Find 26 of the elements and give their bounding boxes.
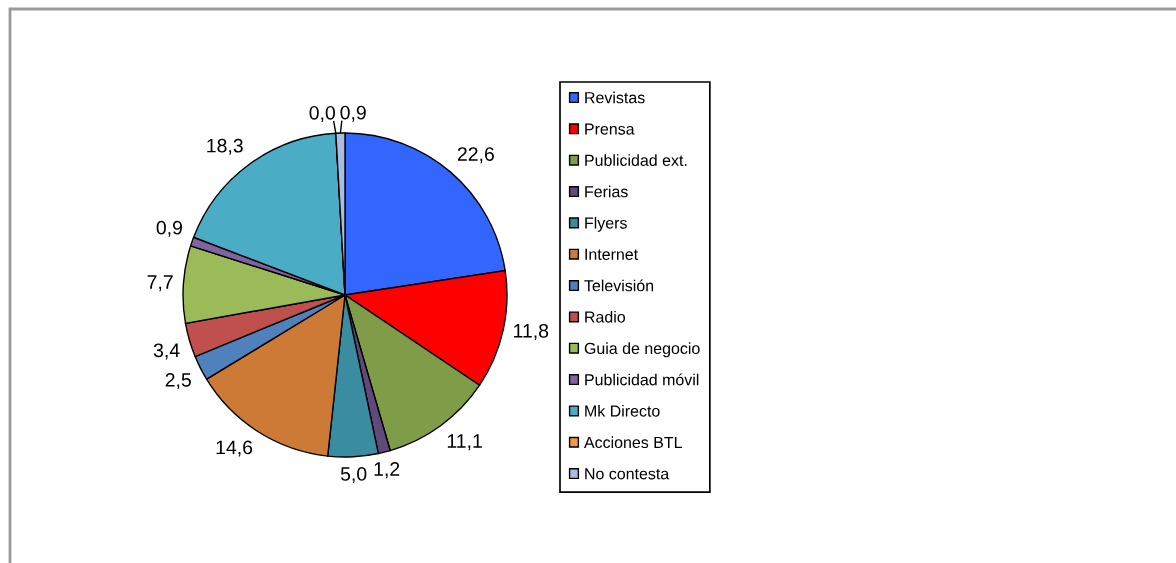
legend-label: Flyers xyxy=(585,216,627,232)
legend-label: Acciones BTL xyxy=(583,436,682,449)
legend-label: Internet xyxy=(585,248,638,261)
legend-label: Guia de negocio xyxy=(584,342,700,358)
data-label: 0,9 xyxy=(340,105,366,122)
legend-label: Ferias xyxy=(585,185,628,198)
data-label: 7,7 xyxy=(147,275,173,292)
data-label: 18,3 xyxy=(207,138,243,155)
legend-label: Publicidad ext. xyxy=(585,154,687,166)
legend-label: Mk Directo xyxy=(585,404,660,417)
legend-label: No contesta xyxy=(585,468,670,480)
data-label: 11,1 xyxy=(447,434,482,451)
data-label: 2,5 xyxy=(165,372,191,390)
data-label: 11,8 xyxy=(514,323,549,340)
legend-label: Revistas xyxy=(585,91,645,104)
data-label: 0,9 xyxy=(156,220,182,237)
data-label: 22,6 xyxy=(457,147,494,164)
legend-label: Publicidad móvil xyxy=(585,373,699,386)
legend-label: Televisión xyxy=(584,279,654,292)
data-label: 5,0 xyxy=(340,467,367,484)
data-label: 1,2 xyxy=(374,462,400,479)
text: 0,0 xyxy=(309,105,336,123)
legend-label: Radio xyxy=(585,310,626,323)
data-label: 14,6 xyxy=(216,440,253,457)
legend-label: Prensa xyxy=(585,123,635,135)
data-label: 3,4 xyxy=(153,343,180,360)
